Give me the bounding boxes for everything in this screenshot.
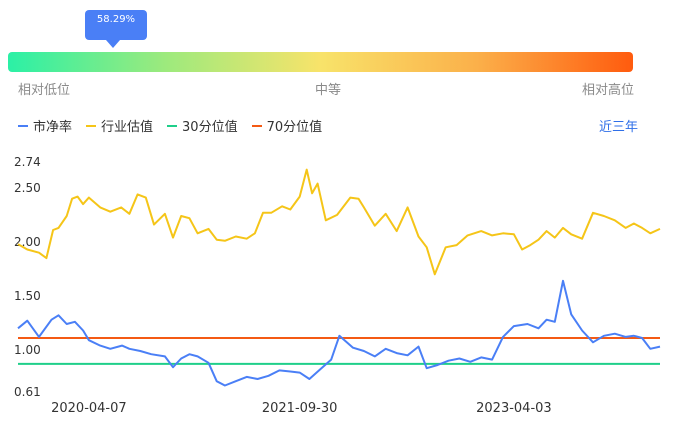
y-tick-label: 2.74	[14, 155, 41, 169]
legend-swatch-p30	[167, 124, 178, 127]
legend-label-industry: 行业估值	[101, 120, 154, 135]
series-line-pb	[17, 279, 661, 387]
valuation-gradient-bar	[8, 52, 633, 72]
legend-swatch-industry	[86, 124, 97, 127]
series-line-industry	[17, 168, 661, 276]
legend-label-p30: 30分位值	[182, 120, 238, 135]
legend-swatch-pb	[18, 124, 28, 127]
legend-item-p30[interactable]: 30分位值	[167, 116, 238, 135]
legend-item-pb[interactable]: 市净率	[18, 116, 72, 135]
x-tick-label: 2021-09-30	[262, 401, 338, 416]
x-tick-label: 2023-04-03	[476, 401, 552, 416]
period-selector[interactable]: 近三年	[599, 120, 639, 135]
position-tooltip: 58.29%	[85, 10, 147, 40]
position-tooltip-arrow	[106, 40, 120, 48]
y-tick-label: 0.61	[14, 385, 41, 399]
scale-label-high: 相对高位	[582, 83, 635, 98]
legend-item-industry[interactable]: 行业估值	[86, 116, 153, 135]
chart-legend: 市净率 行业估值 30分位值 70分位值	[18, 116, 322, 135]
scale-label-mid: 中等	[315, 83, 342, 98]
x-tick-label: 2020-04-07	[51, 401, 127, 416]
legend-label-p70: 70分位值	[266, 120, 323, 135]
scale-label-low: 相对低位	[18, 83, 71, 98]
y-tick-label: 1.50	[14, 289, 41, 303]
legend-label-pb: 市净率	[33, 120, 73, 135]
y-tick-label: 2.50	[14, 181, 41, 195]
legend-item-p70[interactable]: 70分位值	[251, 116, 323, 135]
y-tick-label: 2.00	[14, 235, 41, 249]
position-tooltip-value: 58.29%	[96, 14, 136, 25]
y-tick-label: 1.00	[14, 343, 41, 357]
legend-swatch-p70	[251, 124, 262, 127]
